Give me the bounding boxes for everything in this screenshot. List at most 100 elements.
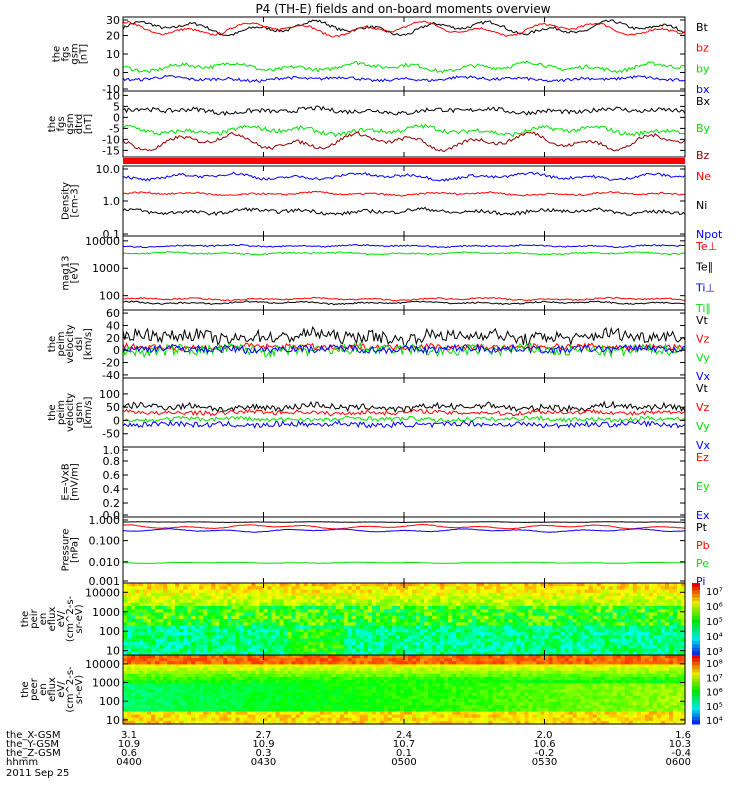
heatmap-cell <box>219 619 224 623</box>
heatmap-cell <box>187 615 192 620</box>
heatmap-cell <box>395 686 401 691</box>
heatmap-cell <box>540 680 546 684</box>
heatmap-cell <box>191 648 196 653</box>
heatmap-cell <box>143 605 148 610</box>
legend-Ne: Ne <box>696 170 711 183</box>
heatmap-cell <box>387 670 393 675</box>
heatmap-cell <box>676 673 682 678</box>
heatmap-cell <box>576 673 582 678</box>
heatmap-cell <box>444 632 449 636</box>
heatmap-cell <box>504 655 509 659</box>
heatmap-cell <box>195 596 200 600</box>
heatmap-cell <box>504 648 509 653</box>
heatmap-cell <box>379 583 385 587</box>
heatmap-cell <box>512 592 517 597</box>
heatmap-cell <box>636 592 642 597</box>
y-axis-label: en <box>38 613 49 626</box>
heatmap-cell <box>668 632 674 636</box>
heatmap-cell <box>440 615 445 620</box>
heatmap-cell <box>155 676 160 681</box>
heatmap-cell <box>604 609 610 614</box>
heatmap-cell <box>668 683 674 687</box>
heatmap-cell <box>183 596 188 600</box>
heatmap-cell <box>251 676 257 681</box>
heatmap-cell <box>379 683 385 687</box>
heatmap-cell <box>343 632 349 636</box>
heatmap-cell <box>203 686 208 691</box>
heatmap-cell <box>259 583 265 587</box>
heatmap-cell <box>532 615 538 620</box>
heatmap-cell <box>600 683 606 687</box>
heatmap-cell <box>600 583 606 587</box>
heatmap-cell <box>664 676 670 681</box>
heatmap-cell <box>319 628 325 633</box>
heatmap-cell <box>143 686 148 691</box>
heatmap-cell <box>676 667 682 672</box>
heatmap-cell <box>456 645 461 650</box>
heatmap-cell <box>391 632 397 636</box>
heatmap-cell <box>656 648 662 653</box>
heatmap-cell <box>287 676 293 681</box>
heatmap-cell <box>375 583 381 587</box>
series-line-Vt <box>122 325 686 347</box>
heatmap-cell <box>660 670 666 675</box>
heatmap-cell <box>167 680 172 684</box>
heatmap-cell <box>644 605 650 610</box>
heatmap-cell <box>295 658 301 662</box>
heatmap-cell <box>672 599 678 604</box>
heatmap-cell <box>203 638 208 643</box>
heatmap-cell <box>600 641 606 646</box>
heatmap-cell <box>520 596 526 600</box>
heatmap-cell <box>295 609 301 614</box>
heatmap-cell <box>155 641 160 646</box>
heatmap-cell <box>484 670 489 675</box>
heatmap-cell <box>271 648 277 653</box>
heatmap-cell <box>143 655 148 659</box>
heatmap-cell <box>520 592 526 597</box>
heatmap-cell <box>143 689 148 694</box>
heatmap-cell <box>536 599 542 604</box>
heatmap-cell <box>480 628 485 633</box>
heatmap-cell <box>648 651 654 656</box>
heatmap-cell <box>456 670 461 675</box>
heatmap-cell <box>464 625 469 630</box>
heatmap-cell <box>660 625 666 630</box>
heatmap-cell <box>560 612 566 617</box>
heatmap-cell <box>420 664 425 669</box>
heatmap-cell <box>476 605 481 610</box>
heatmap-cell <box>512 622 517 627</box>
heatmap-cell <box>339 658 345 662</box>
heatmap-cell <box>680 655 686 659</box>
heatmap-cell <box>163 635 168 640</box>
heatmap-cell <box>315 589 321 594</box>
legend-Pi: Pi <box>696 575 705 588</box>
heatmap-cell <box>147 615 152 620</box>
heatmap-cell <box>564 586 570 591</box>
heatmap-cell <box>283 596 289 600</box>
heatmap-cell <box>548 583 554 587</box>
heatmap-cell <box>351 599 357 604</box>
heatmap-cell <box>335 583 341 587</box>
heatmap-cell <box>544 683 550 687</box>
heatmap-cell <box>331 628 337 633</box>
heatmap-cell <box>139 680 144 684</box>
heatmap-cell <box>243 632 249 636</box>
heatmap-cell <box>399 605 405 610</box>
heatmap-cell <box>343 670 349 675</box>
heatmap-cell <box>215 605 220 610</box>
heatmap-cell <box>404 645 409 650</box>
heatmap-cell <box>251 651 257 656</box>
heatmap-cell <box>387 667 393 672</box>
heatmap-cell <box>660 589 666 594</box>
heatmap-cell <box>584 592 590 597</box>
heatmap-cell <box>387 641 393 646</box>
heatmap-cell <box>371 641 377 646</box>
heatmap-cell <box>239 625 245 630</box>
heatmap-cell <box>600 658 606 662</box>
heatmap-cell <box>444 667 449 672</box>
heatmap-cell <box>379 612 385 617</box>
heatmap-cell <box>664 664 670 669</box>
heatmap-cell <box>436 599 441 604</box>
